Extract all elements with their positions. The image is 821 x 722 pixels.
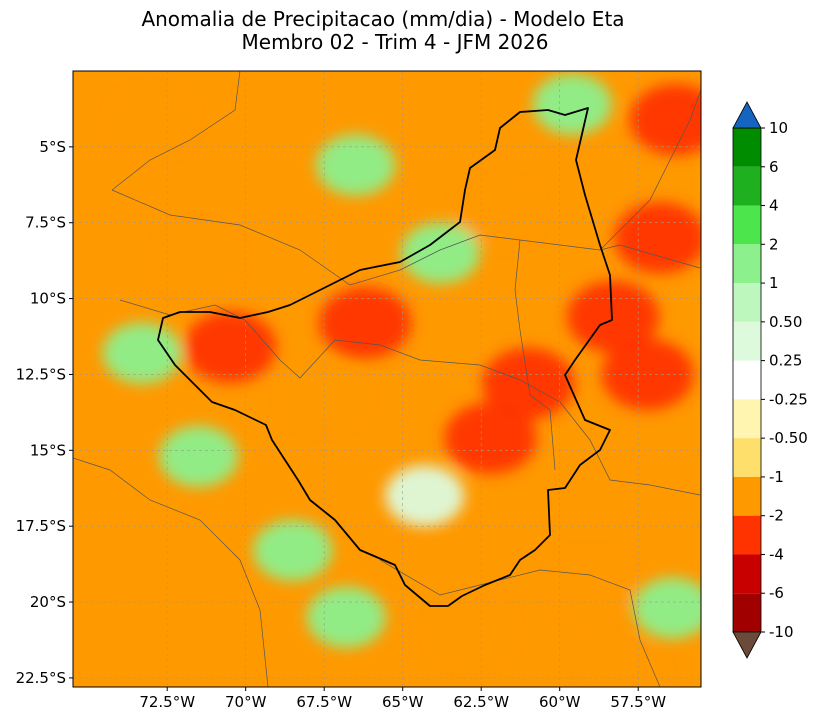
basin-boundary: [157, 107, 613, 607]
anomaly-field: [102, 73, 701, 687]
anomaly-blobs: [102, 73, 701, 687]
colorbar-bin: [733, 321, 761, 361]
x-tick-label: 67.5°W: [296, 693, 352, 711]
anomaly-region: [532, 73, 612, 135]
colorbar-bin: [733, 476, 761, 516]
anomaly-region: [306, 586, 386, 648]
colorbar-bin: [733, 205, 761, 245]
anomaly-region: [613, 202, 701, 274]
map-panel: 72.5°W 70°W 67.5°W 65°W 62.5°W 60°W 57.5°W 5°S…: [16, 70, 702, 711]
colorbar-level-label: 0.25: [769, 352, 802, 370]
anomaly-region: [444, 402, 537, 474]
chart-subtitle: Membro 02 - Trim 4 - JFM 2026: [242, 30, 549, 54]
colorbar-bin: [733, 283, 761, 322]
anomaly-region: [629, 83, 701, 156]
colorbar-level-label: -2: [769, 507, 784, 525]
anomaly-region: [400, 222, 480, 284]
y-tick-label: 15°S: [30, 441, 66, 459]
colorbar-level-label: -10: [769, 623, 794, 641]
y-tick-label: 17.5°S: [16, 517, 66, 535]
anomaly-region: [183, 311, 277, 383]
anomaly-region: [566, 281, 660, 353]
colorbar-under-arrow: [732, 631, 762, 659]
border-line-west: [119, 299, 701, 496]
x-tick-label: 72.5°W: [139, 693, 195, 711]
anomaly-region: [102, 322, 182, 384]
colorbar-bin: [733, 399, 761, 439]
x-tick-label: 57.5°W: [610, 693, 666, 711]
colorbar-level-label: -6: [769, 584, 784, 602]
colorbar-labels: 10 6 4 2 1 0.50 0.25 -0.25 -0.50 -1 -2 -4 -6 -10: [761, 119, 808, 641]
y-tick-label: 22.5°S: [16, 669, 66, 687]
border-line-east: [514, 239, 556, 471]
y-tick-label: 12.5°S: [16, 365, 66, 383]
colorbar-bin: [733, 166, 761, 206]
border-line-south: [73, 457, 269, 687]
colorbar-level-label: -4: [769, 545, 784, 563]
anomaly-region: [316, 134, 396, 196]
colorbar-level-label: 4: [769, 197, 779, 215]
colorbar-level-label: -0.25: [769, 390, 808, 408]
colorbar-level-label: 1: [769, 274, 779, 292]
colorbar-bin: [733, 360, 761, 400]
x-tick-label: 60°W: [539, 693, 581, 711]
anomaly-region: [582, 641, 663, 687]
anomaly-region: [253, 519, 333, 582]
colorbar-level-label: 10: [769, 119, 788, 137]
anomaly-region: [601, 338, 694, 411]
colorbar-level-label: 2: [769, 235, 779, 253]
anomaly-region: [159, 425, 239, 487]
anomaly-region: [385, 465, 465, 527]
colorbar-bin: [733, 438, 761, 477]
anomaly-region: [111, 91, 192, 154]
colorbar-level-label: -0.50: [769, 429, 808, 447]
y-axis-ticks: 5°S 7.5°S 10°S 12.5°S 15°S 17.5°S 20°S 22.5°S: [16, 138, 73, 687]
y-tick-label: 10°S: [30, 290, 66, 308]
colorbar-bin: [733, 515, 761, 555]
colorbar-level-label: 6: [769, 158, 779, 176]
anomaly-region: [633, 577, 701, 639]
anomaly-region: [159, 228, 239, 290]
border-line-northeast: [599, 89, 701, 251]
anomaly-region: [457, 183, 537, 245]
colorbar-over-arrow: [732, 101, 762, 129]
chart-title: Anomalia de Precipitacao (mm/dia) - Mode…: [141, 7, 624, 31]
colorbar-level-label: -1: [769, 468, 784, 486]
border-line-north: [111, 189, 701, 286]
x-tick-label: 62.5°W: [453, 693, 509, 711]
colorbar: 10 6 4 2 1 0.50 0.25 -0.25 -0.50 -1 -2 -4 -6 -10: [732, 101, 808, 659]
colorbar-bin: [733, 128, 761, 167]
country-borders: [73, 71, 701, 687]
map-gridlines: [73, 71, 701, 687]
map-frame: [72, 70, 702, 688]
colorbar-bin: [733, 554, 761, 594]
anomaly-region: [432, 601, 512, 663]
y-tick-label: 20°S: [30, 593, 66, 611]
x-axis-ticks: 72.5°W 70°W 67.5°W 65°W 62.5°W 60°W 57.5°W: [139, 687, 666, 711]
colorbar-bin: [733, 244, 761, 284]
colorbar-bin: [733, 593, 761, 632]
colorbar-level-label: 0.50: [769, 313, 802, 331]
colorbar-bins: [732, 127, 762, 633]
x-tick-label: 70°W: [225, 693, 267, 711]
border-line-southeast: [379, 559, 661, 687]
anomaly-region: [551, 556, 631, 618]
x-tick-label: 65°W: [382, 693, 424, 711]
y-tick-label: 7.5°S: [25, 214, 66, 232]
y-tick-label: 5°S: [39, 138, 66, 156]
border-line-northwest: [111, 71, 241, 191]
anomaly-region: [318, 287, 412, 359]
